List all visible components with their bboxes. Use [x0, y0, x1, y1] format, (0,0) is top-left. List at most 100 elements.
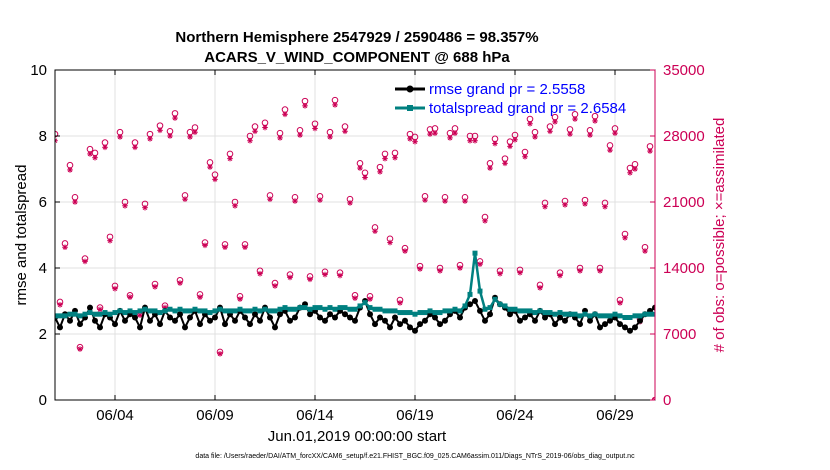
obs-assimilated-marker	[337, 272, 343, 279]
rmse-point	[177, 311, 183, 318]
totalspread-point	[72, 311, 78, 317]
obs-assimilated-marker	[492, 140, 498, 147]
totalspread-point	[522, 308, 528, 314]
rmse-point	[172, 317, 178, 324]
totalspread-point	[247, 308, 253, 314]
obs-assimilated-marker	[157, 127, 163, 134]
obs-assimilated-marker	[587, 132, 593, 138]
rmse-point	[212, 314, 218, 321]
obs-assimilated-marker	[237, 296, 243, 302]
totalspread-point	[557, 310, 563, 316]
obs-assimilated-marker	[292, 198, 298, 204]
rmse-point	[552, 321, 558, 328]
totalspread-point	[182, 308, 188, 314]
obs-assimilated-marker	[532, 134, 538, 140]
rmse-point	[182, 324, 188, 331]
legend-rmse-marker	[406, 85, 414, 93]
rmse-point	[347, 314, 353, 321]
rmse-point	[317, 314, 323, 321]
rmse-point	[342, 311, 348, 318]
totalspread-point	[222, 308, 228, 314]
rmse-point	[457, 314, 463, 321]
obs-assimilated-marker	[597, 268, 603, 274]
obs-assimilated-marker	[432, 130, 438, 136]
totalspread-point	[142, 306, 148, 312]
totalspread-point	[472, 250, 478, 256]
rmse-point	[617, 321, 623, 328]
rmse-point	[207, 317, 213, 324]
obs-assimilated-marker	[57, 301, 63, 308]
totalspread-point	[67, 311, 73, 317]
obs-assimilated-marker	[562, 202, 568, 208]
rmse-point	[307, 311, 313, 318]
rmse-point	[597, 324, 603, 331]
totalspread-point	[532, 310, 538, 316]
obs-assimilated-marker	[217, 351, 223, 357]
obs-assimilated-marker	[622, 235, 628, 241]
obs-assimilated-marker	[512, 136, 518, 143]
obs-assimilated-marker	[227, 155, 233, 162]
rmse-point	[77, 321, 83, 328]
obs-assimilated-marker	[487, 165, 493, 171]
totalspread-point	[102, 310, 108, 316]
totalspread-point	[352, 306, 358, 312]
rmse-point	[382, 317, 388, 324]
obs-assimilated-marker	[472, 137, 478, 144]
y-tick-label-right: 28000	[663, 128, 705, 145]
rmse-point	[292, 314, 298, 321]
totalspread-point	[457, 308, 463, 314]
obs-assimilated-marker	[202, 242, 208, 249]
rmse-point	[322, 317, 328, 324]
totalspread-point	[412, 311, 418, 317]
obs-assimilated-marker	[602, 203, 608, 210]
totalspread-point	[207, 310, 213, 316]
obs-assimilated-marker	[502, 160, 508, 167]
rmse-point	[542, 314, 548, 321]
obs-assimilated-marker	[82, 258, 88, 265]
obs-assimilated-marker	[652, 397, 655, 400]
obs-assimilated-marker	[522, 153, 528, 160]
totalspread-point	[232, 308, 238, 314]
totalspread-point	[592, 311, 598, 317]
totalspread-point	[567, 311, 573, 317]
obs-assimilated-marker	[212, 176, 218, 183]
chart-title-line1: Northern Hemisphere 2547929 / 2590486 = …	[175, 29, 538, 46]
x-tick-label: 06/14	[296, 407, 334, 424]
totalspread-point	[262, 306, 268, 312]
obs-assimilated-marker	[632, 166, 638, 172]
obs-assimilated-marker	[192, 129, 198, 136]
obs-assimilated-marker	[282, 111, 288, 118]
totalspread-point	[57, 313, 63, 319]
totalspread-point	[422, 310, 428, 316]
totalspread-point	[92, 311, 98, 317]
rmse-point	[277, 311, 283, 318]
rmse-point	[132, 314, 138, 321]
totalspread-point	[527, 308, 533, 314]
totalspread-point	[637, 313, 643, 319]
totalspread-point	[197, 308, 203, 314]
totalspread-point	[577, 313, 583, 319]
rmse-point	[437, 321, 443, 328]
totalspread-point	[147, 308, 153, 314]
y-tick-label-right: 7000	[663, 326, 696, 343]
totalspread-point	[342, 305, 348, 311]
obs-assimilated-marker	[642, 248, 648, 254]
obs-assimilated-marker	[122, 202, 128, 209]
rmse-point	[352, 317, 358, 324]
obs-assimilated-marker	[582, 201, 588, 207]
obs-assimilated-marker	[567, 131, 573, 137]
rmse-point	[97, 324, 103, 331]
totalspread-point	[447, 308, 453, 314]
rmse-point	[487, 311, 493, 318]
totalspread-point	[497, 301, 503, 307]
obs-assimilated-marker	[362, 174, 368, 181]
rmse-point	[632, 324, 638, 331]
obs-assimilated-marker	[222, 244, 228, 251]
legend-spread-label: totalspread grand pr = 2.6584	[429, 100, 626, 117]
rmse-point	[87, 304, 93, 311]
obs-assimilated-marker	[242, 244, 248, 251]
y-tick-label-left: 4	[39, 260, 47, 277]
rmse-point	[627, 327, 633, 334]
obs-assimilated-marker	[307, 276, 313, 283]
rmse-point	[522, 314, 528, 321]
